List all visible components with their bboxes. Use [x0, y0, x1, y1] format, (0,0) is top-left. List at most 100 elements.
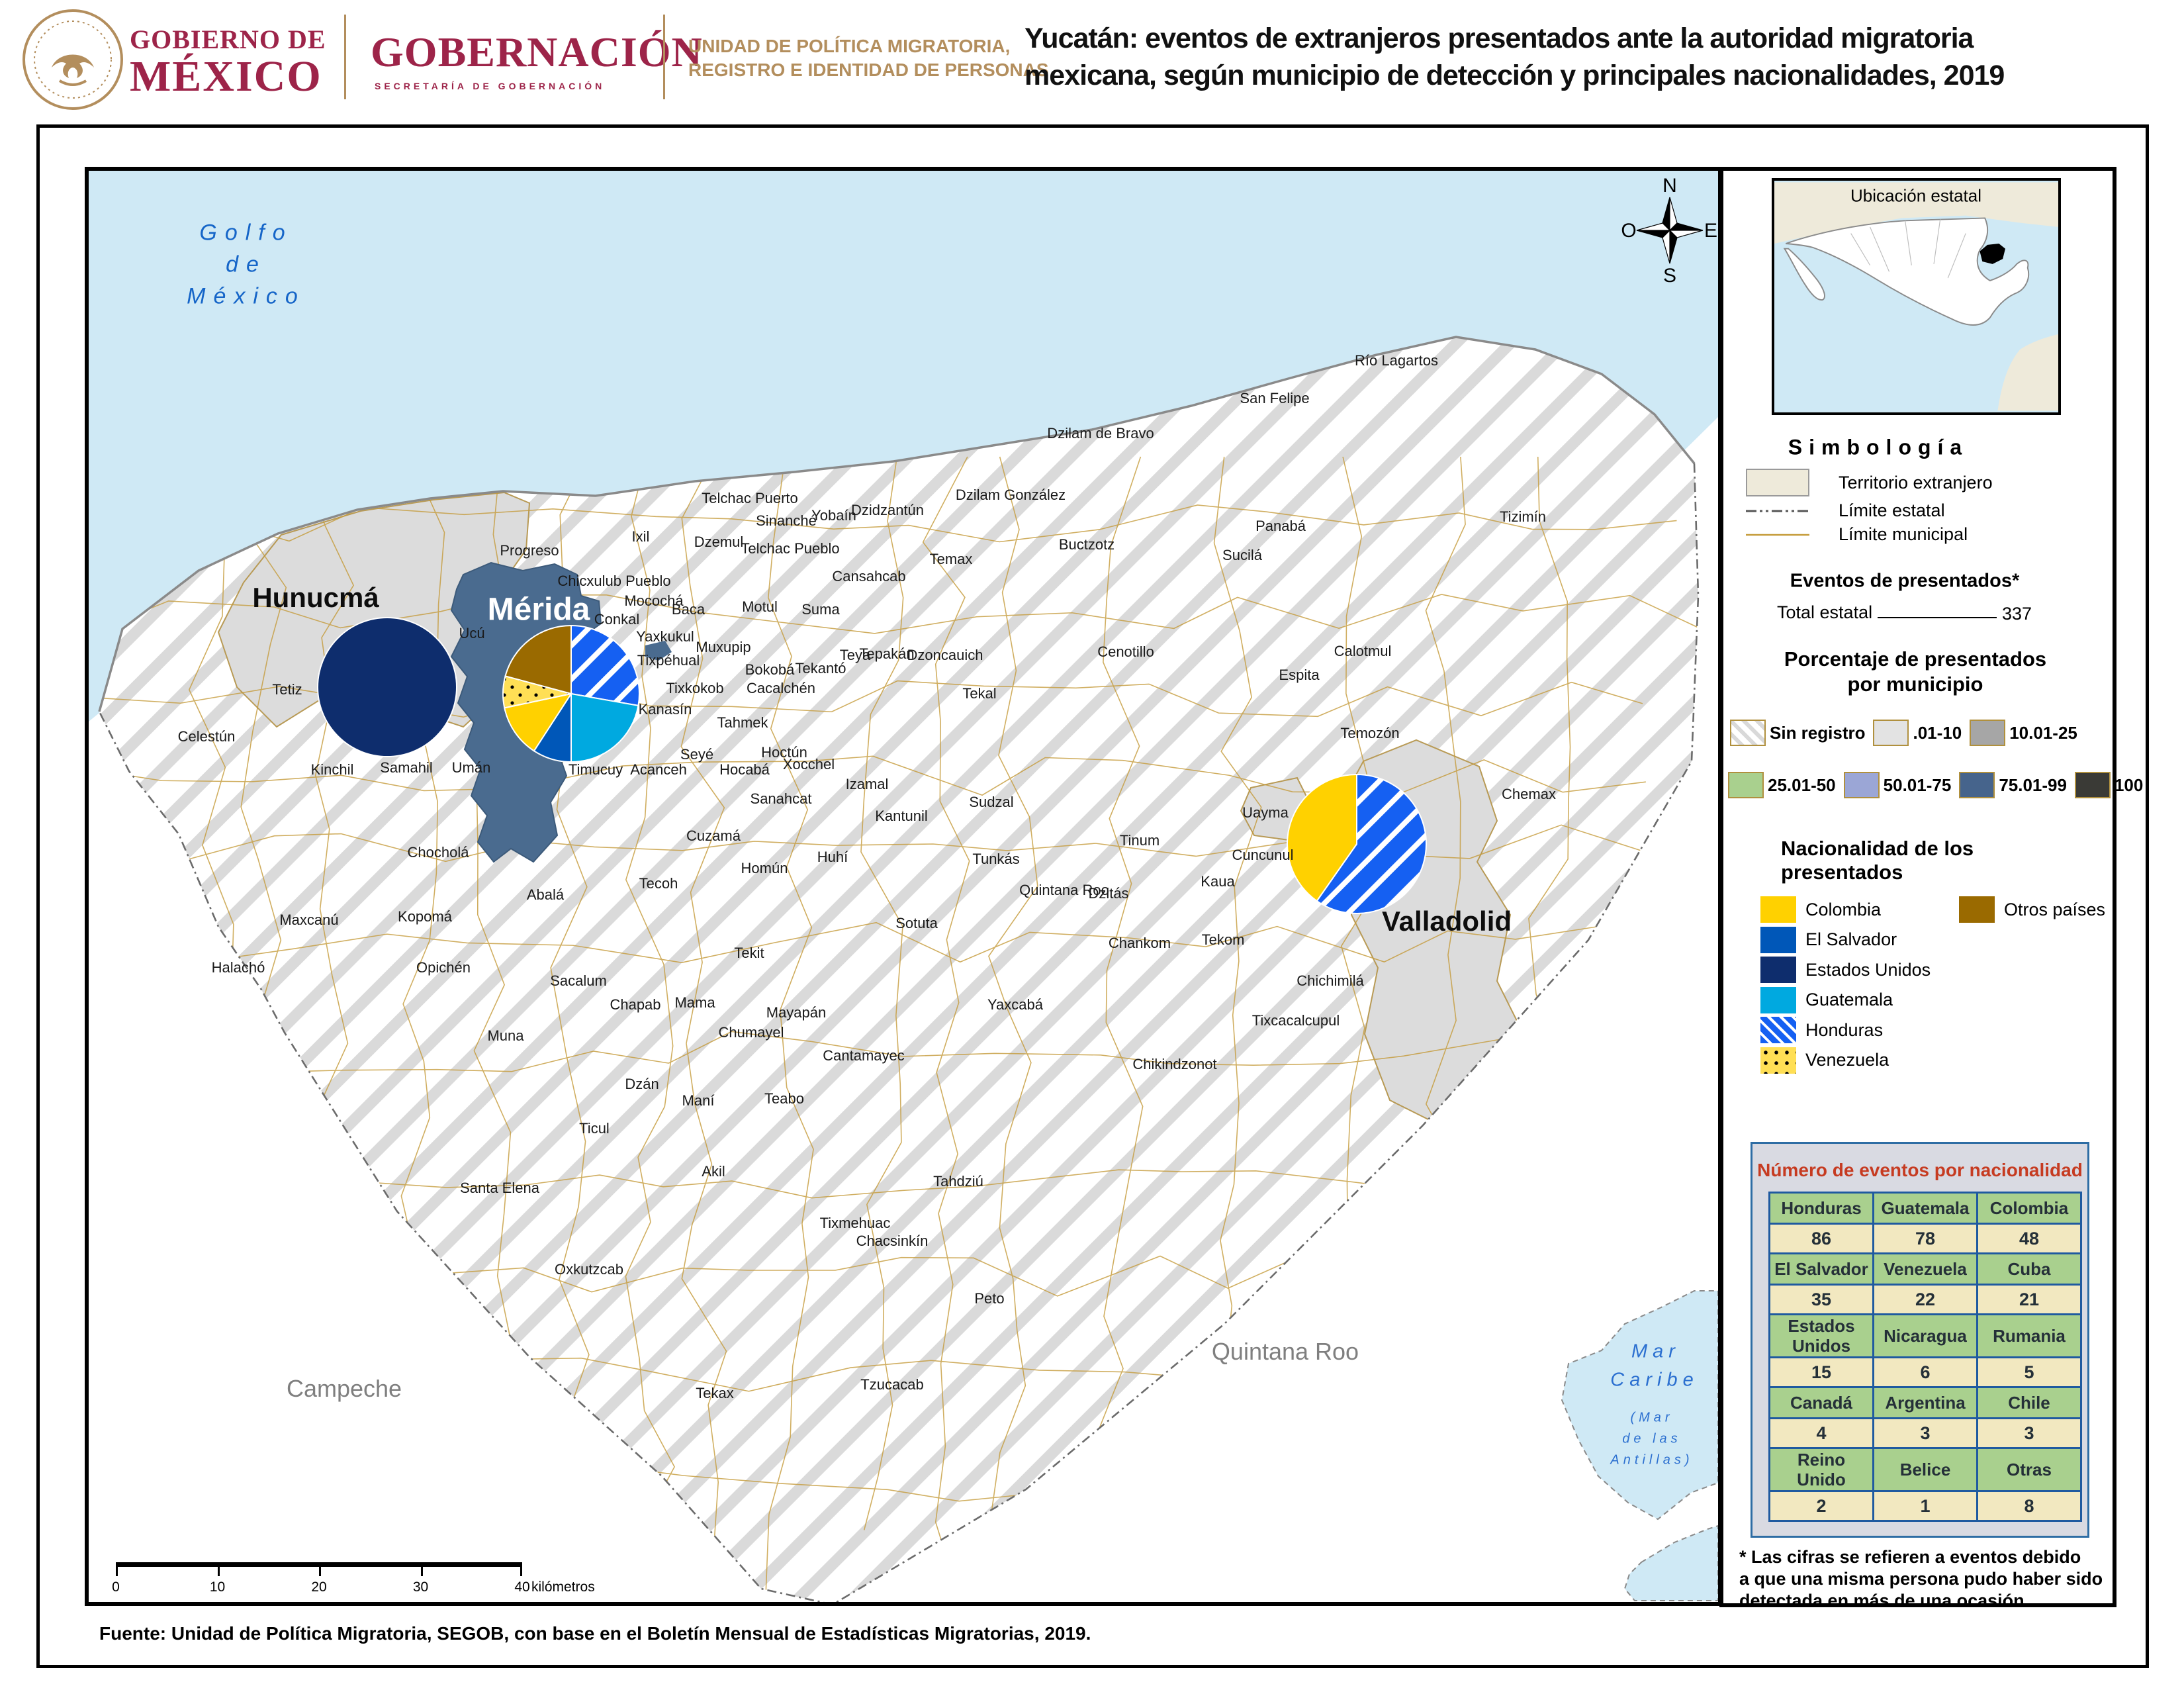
- nationality-cell: Guatemala: [1872, 1192, 1978, 1225]
- nationality-swatch: [1760, 1017, 1796, 1043]
- footnote-line: a que una misma persona pudo haber sido: [1739, 1569, 2103, 1589]
- percent-swatch: [1970, 720, 2006, 746]
- nationality-label: Colombia: [1805, 899, 1882, 919]
- title-line2: mexicana, según municipio de detección y…: [1024, 60, 2005, 91]
- secretariat-wordmark: GOBERNACIÓN: [371, 28, 703, 75]
- nationality-cell: El Salvador: [1768, 1252, 1874, 1286]
- scale-bar-line: [116, 1562, 522, 1567]
- legend-limite-estatal: Límite estatal: [1746, 500, 1945, 521]
- percent-swatch-label: .01-10: [1913, 722, 1962, 743]
- nationality-swatch: [1760, 926, 1796, 953]
- percent-swatch: [1873, 720, 1909, 746]
- table-row-names: Reino Unido Belice Otras: [1768, 1447, 2082, 1492]
- total-estatal-label: Total estatal: [1777, 602, 1873, 622]
- value-cell: 6: [1872, 1356, 1978, 1388]
- caribbean-sea: [1561, 1290, 1718, 1601]
- nationality-label: Otros países: [2004, 899, 2106, 919]
- nationality-legend-colombia: Colombia: [1760, 896, 1881, 923]
- total-estatal-leader-line: [1878, 617, 1997, 618]
- pie-slice-otros-pa-ses[interactable]: [504, 624, 572, 695]
- nationality-legend-honduras: Honduras: [1760, 1017, 1883, 1043]
- value-cell: 48: [1976, 1223, 2082, 1254]
- nationality-cell: Chile: [1976, 1386, 2082, 1419]
- pie-hunucm-[interactable]: [317, 617, 458, 757]
- value-cell: 86: [1768, 1223, 1874, 1254]
- value-cell: 78: [1872, 1223, 1978, 1254]
- pie-slice-guatemala[interactable]: [570, 692, 639, 763]
- secretariat-subtitle: SECRETARÍA DE GOBERNACIÓN: [375, 81, 606, 91]
- scale-tick-label: 20: [311, 1579, 327, 1595]
- value-cell: 5: [1976, 1356, 2082, 1388]
- brand-gobierno-de: GOBIERNO DE: [130, 24, 326, 54]
- title-line1: Yucatán: eventos de extranjeros presenta…: [1024, 23, 1974, 54]
- table-row-names: El Salvador Venezuela Cuba: [1768, 1252, 2082, 1286]
- scale-tick: [217, 1567, 220, 1576]
- scale-bar-unit: kilómetros: [531, 1579, 595, 1595]
- percent-swatch: [2074, 772, 2111, 798]
- svg-text:N: N: [1662, 175, 1677, 197]
- scale-tick: [520, 1567, 522, 1576]
- percent-swatch-label: 10.01-25: [2009, 722, 2077, 743]
- nationality-legend-otros-pa-ses: Otros países: [1959, 896, 2105, 923]
- nationality-legend-estados-unidos: Estados Unidos: [1760, 957, 1931, 983]
- nationality-cell: Venezuela: [1872, 1252, 1978, 1286]
- nationality-cell: Canadá: [1768, 1386, 1874, 1419]
- nationality-label: Estados Unidos: [1805, 959, 1931, 980]
- compass-rose-icon: N S E O: [1621, 175, 1717, 287]
- coastline: [98, 336, 1696, 712]
- state-boundary-southwest: [98, 711, 825, 1602]
- nationality-cell: Rumania: [1976, 1313, 2082, 1358]
- territory-swatch: [1746, 469, 1809, 496]
- municipal-limit-line-icon: [1746, 534, 1809, 536]
- nationality-label: Honduras: [1805, 1019, 1884, 1040]
- value-cell: 35: [1768, 1284, 1874, 1315]
- table-row-values: 86 78 48: [1768, 1223, 2082, 1254]
- table-row-values: 15 6 5: [1768, 1356, 2082, 1388]
- percent-legend-item-50-01-75: 50.01-75: [1843, 772, 1952, 798]
- percent-legend-item-25-01-50: 25.01-50: [1728, 772, 1836, 798]
- pie-m-rida[interactable]: [502, 624, 640, 763]
- value-cell: 1: [1872, 1490, 1978, 1522]
- nationality-cell: Argentina: [1872, 1386, 1978, 1419]
- percent-legend-item-10-01-25: 10.01-25: [1970, 720, 2077, 746]
- pie-valladolid[interactable]: [1287, 773, 1427, 914]
- footnote-line: detectada en más de una ocasión.: [1739, 1591, 2030, 1611]
- percent-swatch-label: 25.01-50: [1768, 774, 1836, 795]
- gulf-of-mexico-sea: [89, 171, 1718, 722]
- nationality-cell: Estados Unidos: [1768, 1313, 1874, 1358]
- value-cell: 22: [1872, 1284, 1978, 1315]
- legend-territorio-extranjero: Territorio extranjero: [1746, 469, 1993, 496]
- percent-swatch: [1959, 772, 1995, 798]
- gobierno-de-mexico-seal-icon: [23, 9, 123, 110]
- svg-text:E: E: [1704, 220, 1717, 242]
- nationality-label: Venezuela: [1805, 1050, 1889, 1070]
- state-limit-line-icon: [1746, 510, 1809, 512]
- scale-tick: [319, 1567, 321, 1576]
- pie-slice-honduras[interactable]: [1316, 773, 1427, 914]
- nationality-legend-title: Nacionalidad de los presentados: [1781, 837, 1974, 884]
- total-estatal-value: 337: [2002, 604, 2032, 624]
- nationality-cell: Colombia: [1976, 1192, 2082, 1225]
- percent-swatch: [1728, 772, 1764, 798]
- nationality-legend-el-salvador: El Salvador: [1760, 926, 1897, 953]
- pie-slice-colombia[interactable]: [504, 692, 573, 752]
- table-row-names: Honduras Guatemala Colombia: [1768, 1192, 2082, 1225]
- pie-slice-estados-unidos[interactable]: [317, 617, 458, 757]
- value-cell: 2: [1768, 1490, 1874, 1522]
- mexico-outline: [1786, 217, 2030, 326]
- value-cell: 4: [1768, 1417, 1874, 1449]
- symbology-title: Simbología: [1788, 435, 1969, 459]
- percent-swatch: [1730, 720, 1766, 746]
- pie-slice-honduras[interactable]: [570, 624, 640, 707]
- percent-legend-title: Porcentaje de presentados por municipio: [1784, 647, 2047, 696]
- page-title: Yucatán: eventos de extranjeros presenta…: [1024, 20, 2005, 94]
- pie-slice-colombia[interactable]: [1287, 773, 1357, 902]
- nationality-cell: Reino Unido: [1768, 1447, 1874, 1492]
- percent-swatch-label: 75.01-99: [1999, 774, 2067, 795]
- percent-swatch-label: 50.01-75: [1883, 774, 1952, 795]
- nationality-legend-guatemala: Guatemala: [1760, 986, 1893, 1013]
- yucatan-map[interactable]: [89, 171, 1718, 1602]
- brand-mexico: MÉXICO: [130, 52, 322, 101]
- percent-legend-item-100: 100: [2074, 772, 2143, 798]
